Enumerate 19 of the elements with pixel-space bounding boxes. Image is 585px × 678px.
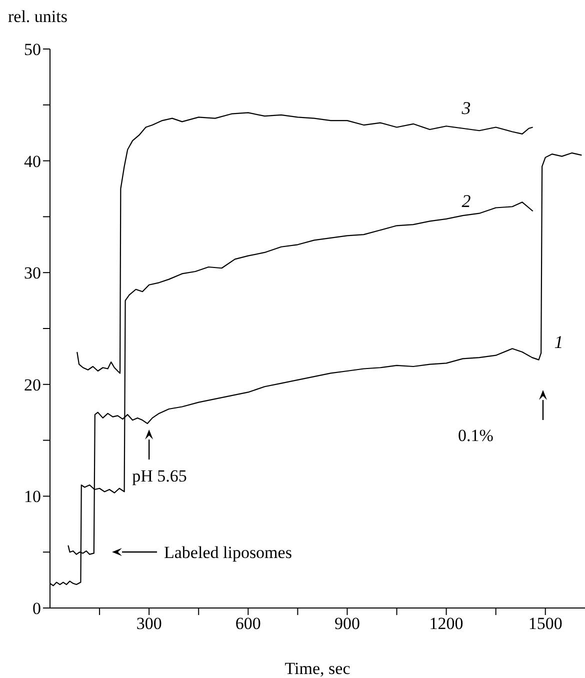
y-tick-label: 30: [24, 264, 41, 283]
annotation: Labeled liposomes: [164, 543, 292, 562]
x-tick-label: 900: [334, 614, 360, 634]
x-tick-label: 1500: [528, 614, 562, 634]
y-tick-label: 40: [24, 152, 41, 171]
annotation: 0.1%: [458, 426, 494, 445]
y-tick-label: 0: [32, 599, 41, 618]
x-tick-label: 600: [235, 614, 261, 634]
x-tick-label: 300: [136, 614, 162, 634]
x-tick-label: 1200: [429, 614, 464, 634]
x-axis-title: Time, sec: [284, 659, 351, 678]
y-tick-label: 20: [24, 375, 41, 394]
y-tick-label: 10: [24, 487, 41, 506]
series-label: 3: [460, 98, 471, 118]
y-axis-title: rel. units: [8, 7, 68, 26]
annotation: pH 5.65: [132, 466, 187, 486]
y-tick-label: 50: [24, 40, 41, 60]
series-label: 1: [554, 332, 564, 352]
series-label: 2: [462, 190, 471, 211]
